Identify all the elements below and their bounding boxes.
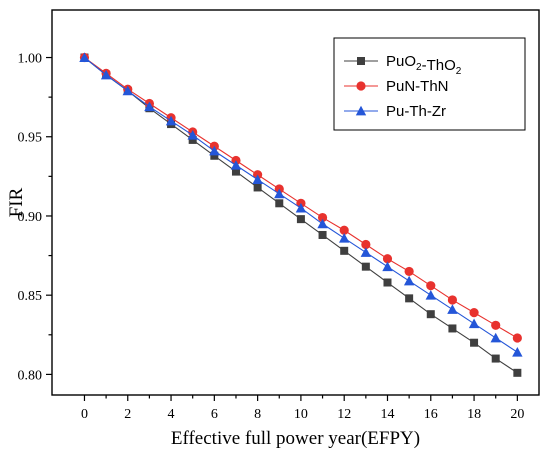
- data-point: [403, 275, 415, 286]
- legend-label: PuN-ThN: [386, 78, 449, 95]
- data-point: [513, 368, 522, 377]
- data-point: [209, 145, 220, 156]
- x-tick-label: 14: [380, 407, 394, 422]
- legend-box: [333, 37, 526, 131]
- data-point: [339, 232, 350, 243]
- legend-swatch-marker: [357, 57, 365, 65]
- y-axis: 0.80 0.85 0.90 0.95 1.00: [18, 52, 52, 383]
- y-tick-label: 1.00: [18, 52, 43, 67]
- data-point: [165, 115, 177, 126]
- data-point: [295, 202, 307, 213]
- data-point: [100, 69, 112, 80]
- data-point: [296, 215, 305, 224]
- data-point: [468, 318, 480, 329]
- series-pu-th-zr: [79, 52, 523, 357]
- data-point: [122, 85, 133, 96]
- series-layer: [79, 52, 523, 377]
- x-axis: 0 2 4 6 8 10 12 14 16 18 20: [81, 395, 524, 422]
- x-tick-label: 8: [254, 407, 261, 422]
- x-axis-title: Effective full power year(EFPY): [171, 428, 420, 449]
- data-point: [447, 304, 458, 314]
- data-point: [340, 246, 349, 255]
- data-point: [491, 354, 500, 363]
- y-tick-label: 0.85: [18, 289, 43, 304]
- data-point: [252, 174, 263, 184]
- data-point: [274, 188, 285, 199]
- x-tick-label: 0: [81, 407, 88, 422]
- data-point: [405, 294, 414, 303]
- data-point: [318, 230, 327, 239]
- data-point: [188, 135, 197, 144]
- data-point: [144, 101, 155, 112]
- data-point: [361, 239, 371, 250]
- legend-label: Pu-Th-Zr: [386, 103, 446, 120]
- x-tick-label: 18: [467, 407, 481, 422]
- legend-item-pu-th-zr: Pu-Th-Zr: [344, 103, 446, 120]
- legend-swatch-marker: [356, 81, 366, 91]
- data-point: [425, 289, 436, 300]
- x-tick-label: 2: [124, 407, 131, 422]
- data-point: [253, 183, 262, 192]
- y-tick-label: 0.80: [18, 368, 43, 383]
- data-point: [404, 266, 414, 277]
- data-point: [230, 160, 242, 170]
- y-tick-label: 0.95: [18, 131, 43, 146]
- data-point: [187, 129, 198, 140]
- data-point: [210, 151, 219, 160]
- legend-item-puo2-tho2: PuO2-ThO2: [344, 53, 462, 77]
- data-point: [317, 218, 328, 229]
- data-point: [231, 167, 240, 176]
- x-tick-label: 16: [424, 407, 438, 422]
- legend-label: PuO2-ThO2: [386, 53, 462, 77]
- data-point: [448, 324, 457, 333]
- y-axis-title: FIR: [6, 187, 27, 217]
- plot-frame: [51, 9, 540, 396]
- data-point: [512, 333, 522, 343]
- y-tick-label: 0.90: [18, 210, 43, 225]
- data-point: [469, 308, 479, 318]
- data-point: [339, 225, 349, 235]
- x-tick-label: 20: [510, 407, 524, 422]
- data-point: [470, 338, 479, 347]
- data-point: [360, 247, 372, 257]
- x-tick-label: 10: [294, 407, 308, 422]
- x-tick-label: 4: [168, 407, 175, 422]
- legend-swatch-marker: [355, 105, 367, 116]
- data-point: [426, 281, 436, 291]
- data-point: [490, 332, 501, 343]
- x-tick-label: 6: [211, 407, 218, 422]
- data-point: [447, 295, 458, 305]
- data-point: [512, 347, 523, 357]
- data-point: [317, 212, 328, 223]
- data-point: [361, 262, 370, 271]
- data-point: [79, 52, 90, 62]
- data-point: [491, 320, 501, 330]
- data-point: [275, 199, 284, 208]
- legend-item-pun-thn: PuN-ThN: [344, 78, 449, 95]
- data-point: [383, 278, 392, 287]
- data-point: [382, 261, 393, 272]
- data-point: [426, 310, 435, 319]
- x-tick-label: 12: [337, 407, 351, 422]
- data-point: [382, 254, 393, 264]
